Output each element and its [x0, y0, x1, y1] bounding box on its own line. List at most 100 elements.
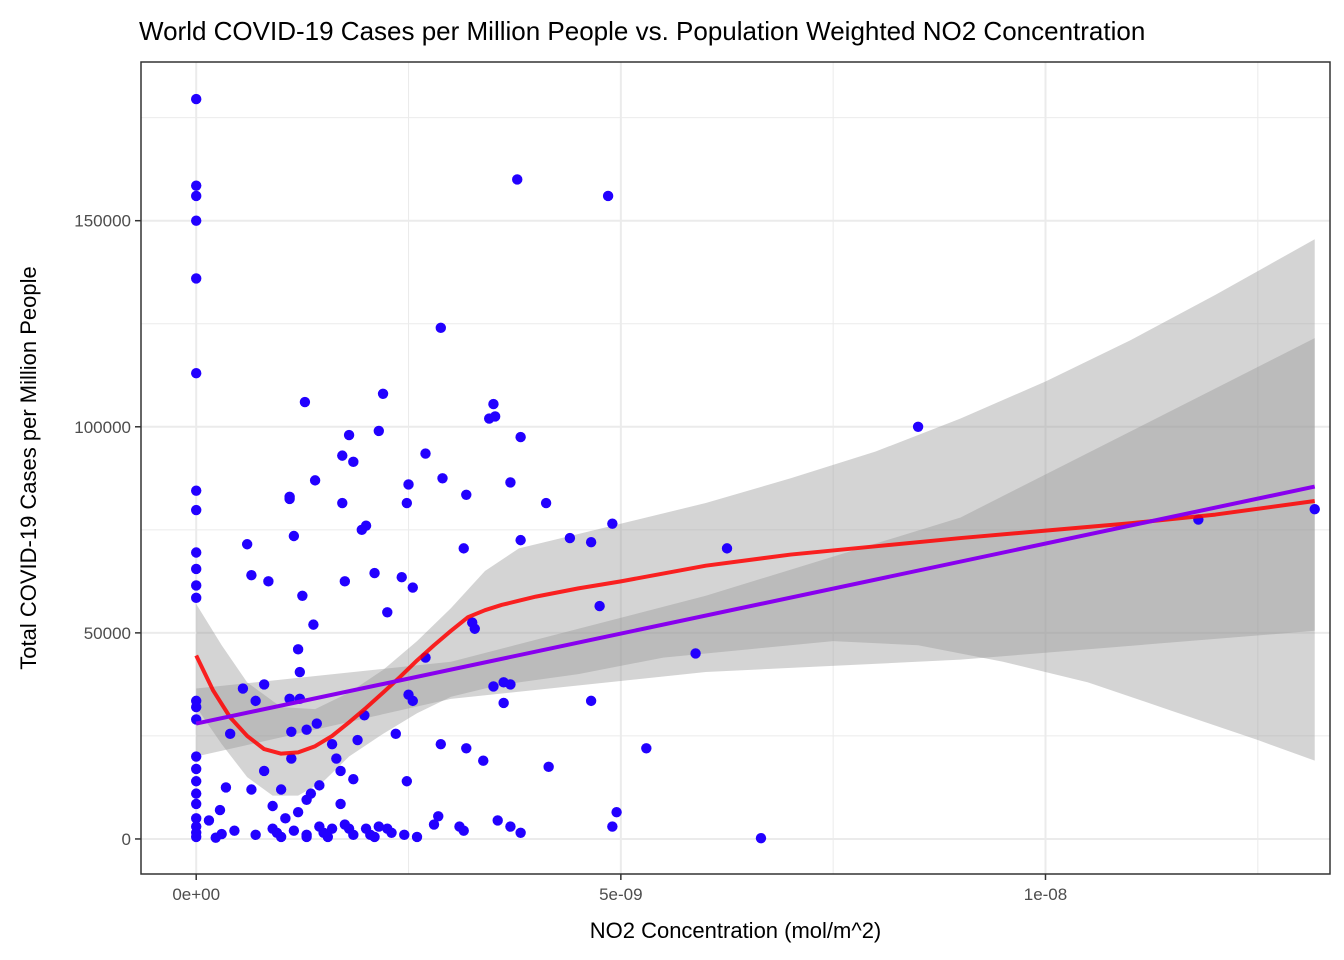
data-point — [191, 215, 202, 226]
minor-grid — [141, 62, 1330, 874]
data-point — [237, 683, 249, 694]
y-tick-label: 150000 — [74, 212, 131, 231]
data-point — [505, 821, 516, 832]
data-point — [280, 813, 291, 824]
data-point — [498, 697, 509, 709]
data-point — [191, 763, 202, 775]
data-point — [488, 681, 499, 692]
data-point — [585, 536, 597, 548]
data-point — [611, 806, 622, 818]
data-point — [267, 800, 278, 812]
data-point — [292, 806, 304, 818]
data-point — [191, 504, 202, 516]
y-tick-label: 50000 — [84, 624, 131, 643]
data-point — [246, 784, 257, 795]
y-tick-label: 100000 — [74, 418, 131, 437]
linear-fit-line — [195, 484, 1316, 726]
y-tick-label: 0 — [122, 830, 131, 849]
confidence-ribbons — [196, 239, 1315, 796]
data-point — [435, 322, 446, 334]
data-point — [458, 543, 469, 554]
data-point — [337, 497, 348, 509]
data-point — [191, 580, 202, 591]
data-point — [433, 811, 444, 822]
data-point — [469, 623, 480, 634]
data-point — [585, 695, 597, 707]
data-point — [229, 825, 240, 836]
data-point — [461, 489, 472, 500]
data-point — [191, 180, 202, 191]
data-point — [286, 753, 297, 764]
data-point — [912, 421, 924, 432]
data-point — [220, 782, 232, 793]
data-point — [191, 798, 202, 810]
data-point — [203, 815, 215, 826]
data-point — [191, 273, 202, 284]
data-point — [369, 831, 380, 843]
data-point — [401, 776, 413, 787]
data-point — [335, 765, 346, 777]
data-point — [602, 190, 614, 202]
data-point — [390, 728, 401, 740]
data-point — [755, 832, 767, 844]
fit-lines — [194, 484, 1316, 756]
data-point — [641, 743, 652, 754]
data-point — [286, 726, 297, 737]
data-point — [401, 497, 413, 509]
data-point — [258, 679, 270, 690]
y-axis: 0 50000 100000 150000 — [74, 212, 141, 849]
data-point — [348, 456, 359, 468]
data-point — [309, 475, 321, 486]
data-point — [191, 813, 202, 824]
data-point — [263, 576, 274, 587]
data-point — [191, 93, 202, 105]
data-point — [339, 576, 351, 587]
data-point — [543, 761, 554, 773]
data-point — [241, 539, 253, 550]
data-point — [297, 590, 308, 601]
data-point — [352, 734, 363, 746]
data-point — [407, 582, 418, 593]
linear-confidence-band — [196, 338, 1315, 757]
data-point — [191, 485, 202, 496]
data-point — [294, 666, 306, 678]
data-point — [478, 755, 489, 766]
data-point — [721, 543, 733, 554]
data-point — [250, 695, 261, 707]
data-point — [191, 592, 202, 604]
data-point — [428, 819, 440, 830]
data-point — [461, 743, 472, 754]
data-point — [191, 788, 202, 799]
data-point — [360, 520, 372, 531]
data-point — [420, 448, 431, 459]
x-tick-label: 0e+00 — [172, 885, 220, 904]
data-point — [377, 388, 389, 400]
data-point — [540, 497, 552, 509]
data-point — [564, 532, 576, 544]
data-point — [216, 828, 227, 840]
data-point — [191, 547, 202, 558]
x-axis: 0e+00 5e-09 1e-08 — [172, 874, 1067, 904]
data-point — [458, 825, 469, 836]
data-point — [246, 569, 257, 581]
data-point — [326, 823, 338, 834]
data-point — [382, 607, 393, 618]
loess-confidence-band — [196, 239, 1315, 796]
data-point — [326, 738, 338, 750]
data-point — [258, 765, 270, 777]
data-point — [515, 431, 526, 443]
data-point — [299, 396, 311, 408]
data-point — [489, 411, 501, 422]
data-point — [407, 695, 418, 707]
data-point — [492, 815, 503, 826]
data-point — [411, 831, 423, 843]
data-point — [301, 724, 312, 735]
data-point — [288, 825, 300, 836]
y-axis-title: Total COVID-19 Cases per Million People — [16, 266, 41, 670]
data-point — [403, 479, 414, 490]
data-point — [335, 798, 346, 810]
data-point — [250, 829, 261, 841]
data-point — [607, 821, 618, 832]
data-point — [505, 477, 516, 488]
